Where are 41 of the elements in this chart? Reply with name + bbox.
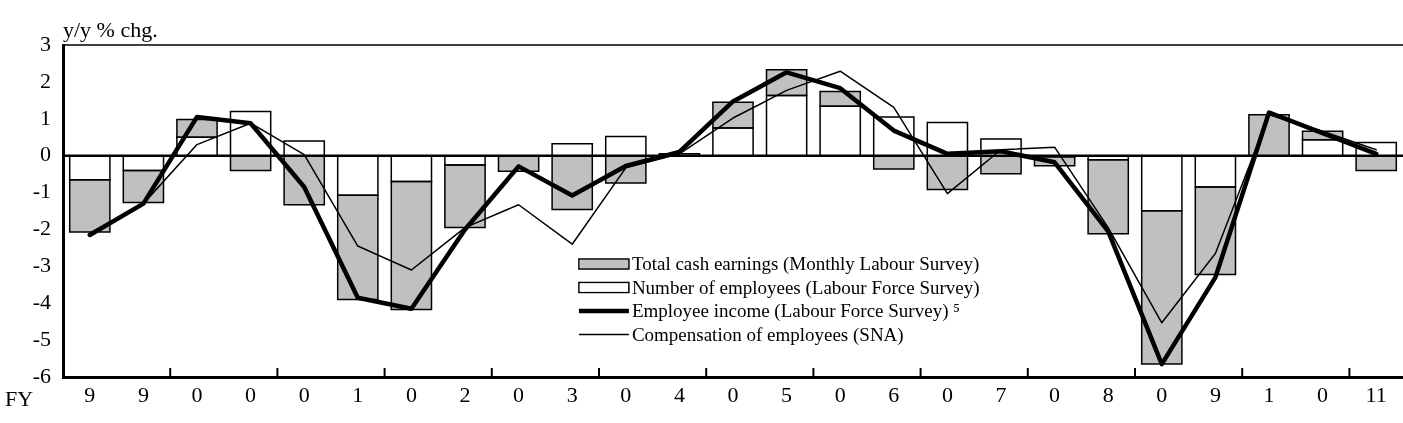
- x-tick-label: 7: [995, 381, 1007, 407]
- legend-label: Total cash earnings (Monthly Labour Survey): [631, 253, 980, 276]
- x-tick-label: 0: [405, 381, 417, 407]
- x-tick-label: 9: [1209, 381, 1221, 407]
- y-tick-label: -2: [32, 215, 51, 241]
- y-tick-label: 0: [40, 141, 51, 167]
- x-tick-label: 0: [513, 381, 525, 407]
- x-tick-label: 0: [191, 381, 203, 407]
- x-tick-label: 0: [727, 381, 739, 407]
- y-tick-label: 3: [40, 30, 51, 56]
- legend-label: Number of employees (Labour Force Survey): [631, 276, 980, 299]
- legend-label: Employee income (Labour Force Survey) ⁵: [631, 300, 960, 323]
- y-tick-label: -5: [32, 325, 51, 351]
- y-tick-label: -4: [32, 289, 51, 314]
- x-tick-label: 0: [1317, 381, 1329, 407]
- x-tick-label: 0: [1049, 381, 1061, 407]
- y-tick-label: -3: [32, 252, 51, 278]
- x-tick-label: 0: [245, 381, 257, 407]
- x-tick-label: 0: [834, 381, 846, 407]
- x-tick-label: 4: [673, 381, 685, 407]
- x-axis-title: FY: [5, 386, 34, 411]
- x-tick-label: 2: [459, 381, 471, 407]
- x-tick-label: 6: [888, 381, 900, 407]
- y-tick-label: -6: [32, 362, 51, 388]
- x-tick-label: 0: [620, 381, 632, 407]
- y-tick-label: 1: [40, 104, 51, 130]
- x-tick-label: 1: [352, 381, 364, 407]
- legend-label: Compensation of employees (SNA): [631, 323, 904, 346]
- y-tick-label: 2: [40, 67, 51, 93]
- x-tick-label: 8: [1102, 381, 1114, 407]
- y-axis-title: y/y % chg.: [63, 17, 158, 42]
- x-tick-label: 3: [566, 381, 578, 407]
- x-tick-label: 5: [781, 381, 793, 407]
- x-tick-label: 9: [137, 381, 149, 407]
- x-tick-label: 0: [941, 381, 953, 407]
- x-tick-label: 9: [84, 381, 96, 407]
- y-tick-label: -1: [32, 178, 51, 204]
- x-tick-label: 11: [1365, 381, 1387, 407]
- x-tick-label: 1: [1263, 381, 1275, 407]
- x-tick-label: 0: [298, 381, 310, 407]
- x-tick-label: 0: [1156, 381, 1168, 407]
